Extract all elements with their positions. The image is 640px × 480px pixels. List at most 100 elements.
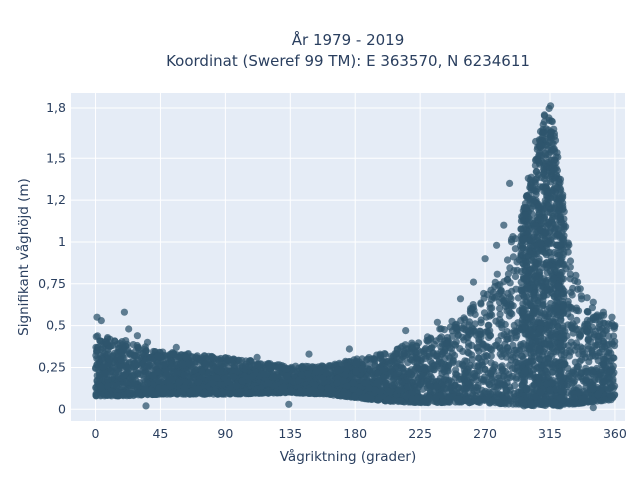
data-point [248, 372, 257, 380]
data-point [604, 320, 613, 328]
data-point [238, 377, 246, 385]
data-point [235, 356, 243, 364]
data-point [120, 371, 128, 379]
data-point [251, 361, 259, 369]
data-point [478, 339, 486, 347]
data-point [503, 374, 511, 382]
data-point [588, 304, 597, 312]
data-point [242, 363, 250, 371]
data-point [92, 351, 100, 359]
data-point [506, 279, 514, 287]
data-point [242, 390, 250, 398]
data-point [536, 216, 545, 224]
data-point [535, 210, 543, 218]
data-point [509, 253, 517, 261]
data-point [474, 382, 482, 390]
data-point [547, 392, 556, 400]
data-point [477, 333, 485, 341]
data-point [498, 352, 506, 361]
data-point [298, 364, 306, 372]
data-point [445, 352, 453, 360]
data-point [583, 294, 591, 302]
data-point [395, 378, 403, 386]
data-point [122, 363, 130, 371]
data-point [371, 362, 380, 371]
data-point [566, 257, 575, 265]
data-point [319, 374, 327, 382]
data-point [97, 355, 105, 363]
data-point [488, 374, 496, 382]
data-point [374, 377, 383, 385]
data-point [95, 371, 103, 379]
data-point [205, 368, 213, 376]
data-point [161, 384, 169, 393]
data-point [567, 313, 575, 321]
data-point [506, 264, 514, 272]
data-point [114, 381, 122, 389]
data-point [503, 333, 511, 341]
data-point [510, 321, 518, 329]
data-point [539, 121, 547, 129]
data-point [385, 395, 393, 404]
data-point [475, 367, 484, 375]
data-point [94, 332, 102, 340]
data-point [606, 385, 614, 393]
data-point [496, 310, 504, 318]
data-point [557, 372, 565, 380]
data-point [583, 308, 592, 316]
data-point [473, 343, 481, 351]
data-point [143, 379, 151, 387]
data-point [275, 364, 283, 372]
data-point [426, 345, 434, 353]
data-point [414, 378, 422, 386]
data-point [504, 270, 512, 278]
data-point [133, 341, 141, 350]
data-point [471, 362, 479, 370]
data-point [214, 390, 222, 398]
data-point [572, 326, 580, 334]
data-point [520, 375, 529, 383]
data-point [287, 387, 295, 395]
data-point [518, 245, 526, 253]
data-point [475, 397, 483, 405]
data-point [470, 387, 478, 395]
data-point [400, 349, 408, 357]
data-point [451, 398, 459, 406]
data-point [280, 383, 288, 391]
data-point [498, 346, 506, 354]
data-point [588, 323, 597, 331]
data-point [135, 389, 143, 397]
data-point [454, 332, 462, 340]
data-point [548, 118, 556, 126]
data-point [497, 332, 505, 340]
data-point [141, 385, 149, 393]
data-point [104, 349, 113, 358]
data-point [494, 384, 502, 392]
data-point [397, 364, 406, 372]
data-point [496, 316, 504, 324]
data-point [309, 386, 317, 395]
data-point [566, 303, 574, 311]
data-point [258, 389, 267, 397]
data-point [518, 352, 526, 360]
data-point [489, 367, 497, 375]
data-point [459, 362, 467, 370]
data-point [471, 310, 479, 319]
data-point [200, 388, 208, 396]
data-point [548, 139, 556, 147]
data-point [393, 369, 401, 377]
data-point [309, 363, 317, 371]
data-point [590, 330, 598, 339]
data-point [465, 327, 473, 335]
chart-title-line2: Koordinat (Sweref 99 TM): E 363570, N 62… [166, 52, 530, 70]
data-point [440, 398, 448, 407]
data-point [517, 217, 526, 225]
data-point [349, 379, 357, 387]
data-point [599, 330, 607, 338]
data-point [605, 332, 613, 340]
data-point [419, 372, 427, 380]
data-point [480, 353, 488, 361]
data-point [604, 374, 612, 382]
data-point [496, 304, 504, 312]
data-point [180, 371, 188, 379]
